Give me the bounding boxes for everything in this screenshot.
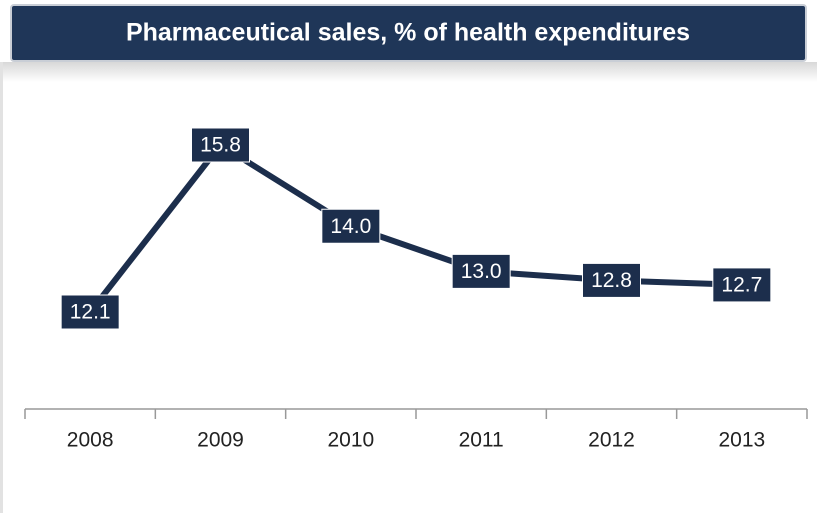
x-tick-label: 2011 bbox=[459, 429, 504, 452]
data-line bbox=[87, 142, 742, 314]
data-label-box bbox=[60, 294, 120, 330]
data-label-box bbox=[321, 208, 381, 244]
x-tick-label: 2012 bbox=[588, 429, 635, 452]
data-label-box bbox=[191, 127, 250, 163]
x-tick-label: 2009 bbox=[197, 429, 244, 452]
data-label-box bbox=[712, 267, 772, 303]
data-label: 13.0 bbox=[461, 260, 502, 283]
x-tick-label: 2013 bbox=[718, 429, 765, 452]
data-label: 12.1 bbox=[70, 301, 111, 324]
data-label: 12.7 bbox=[721, 273, 762, 296]
title-bar bbox=[10, 4, 807, 62]
x-tick-label: 2010 bbox=[327, 429, 374, 452]
data-label-box bbox=[451, 253, 511, 289]
data-label: 15.8 bbox=[200, 134, 241, 157]
data-label-box bbox=[582, 262, 641, 298]
chart-title: Pharmaceutical sales, % of health expend… bbox=[126, 19, 690, 47]
data-label: 14.0 bbox=[330, 215, 371, 238]
x-tick-label: 2008 bbox=[67, 429, 114, 452]
header-shadow bbox=[0, 62, 817, 82]
panel-edge bbox=[0, 62, 3, 513]
data-label: 12.8 bbox=[591, 269, 632, 292]
